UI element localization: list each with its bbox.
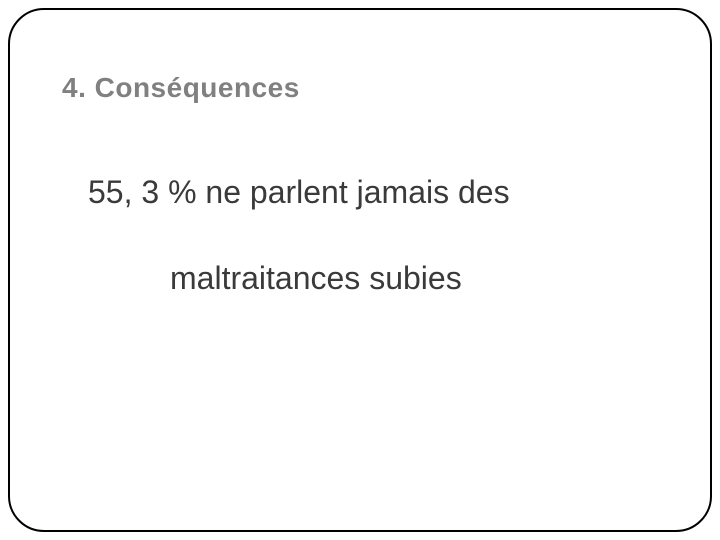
body-text-line-2: maltraitances subies <box>170 260 462 297</box>
body-text-line-1: 55, 3 % ne parlent jamais des <box>88 174 510 211</box>
slide-frame: 4. Conséquences 55, 3 % ne parlent jamai… <box>8 8 712 532</box>
section-heading: 4. Conséquences <box>62 72 300 104</box>
